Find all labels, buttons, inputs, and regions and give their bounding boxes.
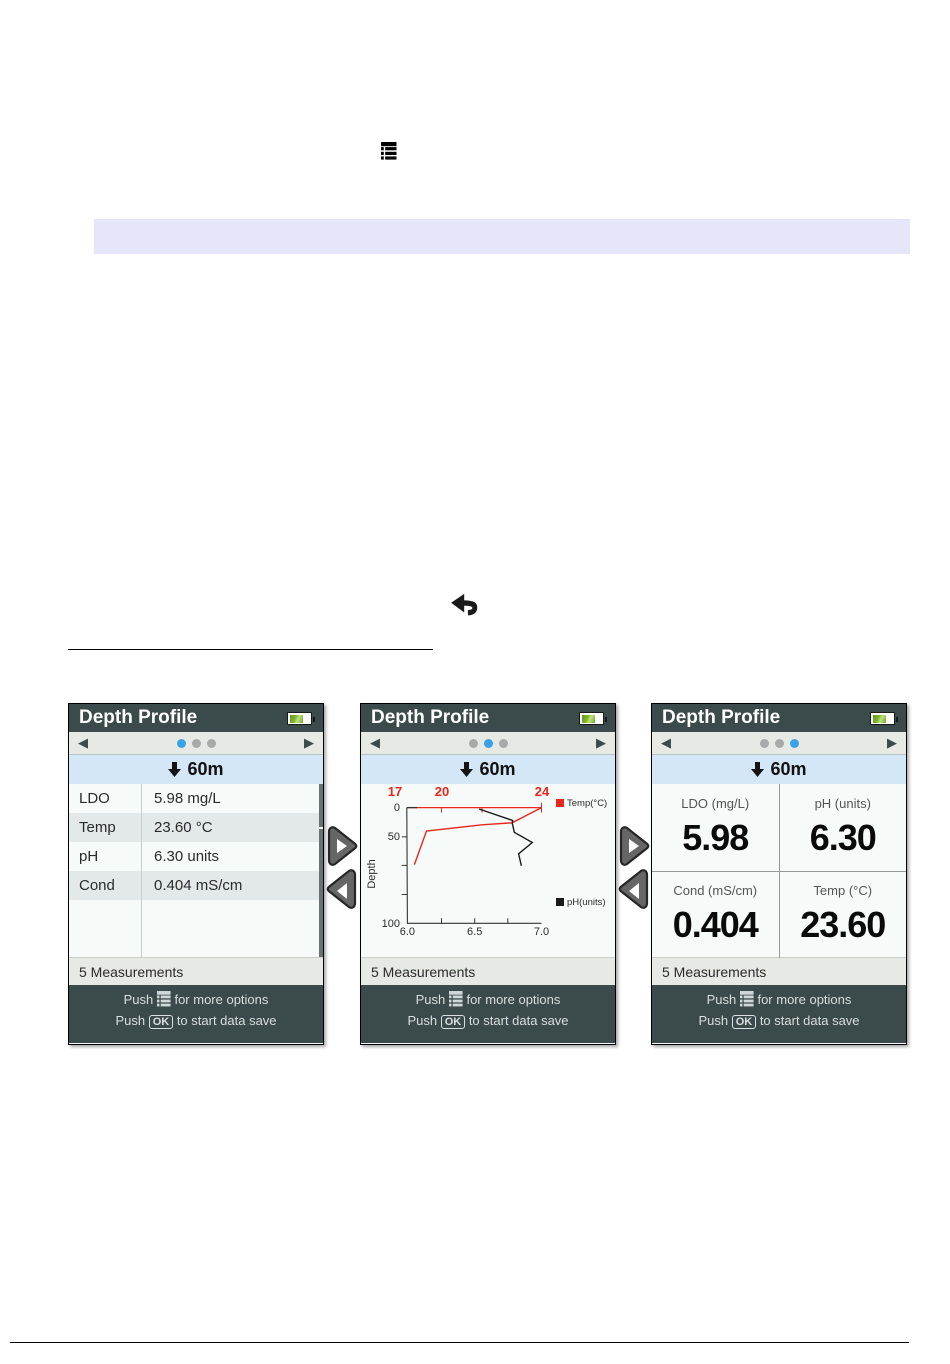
svg-text:20: 20: [434, 784, 448, 799]
svg-text:7.0: 7.0: [533, 926, 548, 938]
svg-text:50: 50: [387, 831, 399, 843]
svg-text:100: 100: [381, 918, 399, 930]
svg-text:24: 24: [534, 784, 549, 799]
svg-text:Depth: Depth: [366, 859, 378, 888]
svg-text:6.5: 6.5: [467, 926, 482, 938]
svg-text:Temp(°C): Temp(°C): [567, 798, 607, 809]
svg-text:0: 0: [393, 802, 399, 814]
svg-text:17: 17: [387, 784, 401, 799]
svg-text:pH(units): pH(units): [567, 897, 606, 908]
svg-text:6.0: 6.0: [399, 926, 414, 938]
